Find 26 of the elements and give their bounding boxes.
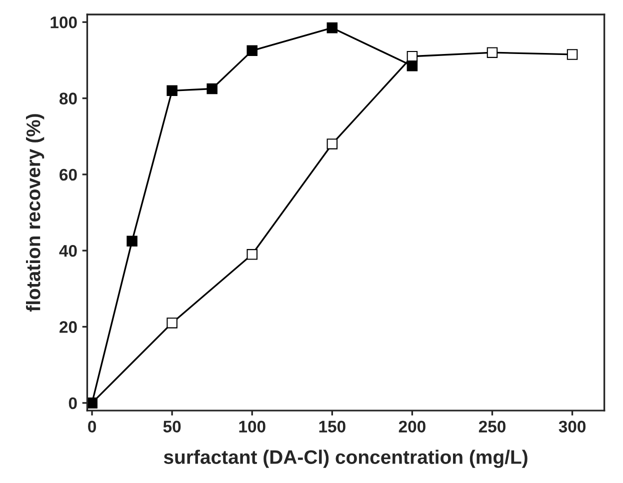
point: [126, 236, 138, 246]
x-tick-label: 200: [398, 420, 426, 433]
x-axis-title: surfactant (DA-Cl) concentration (mg/L): [164, 450, 528, 468]
point: [246, 45, 258, 56]
point: [246, 249, 258, 260]
point: [566, 49, 578, 60]
point: [166, 85, 178, 96]
point: [206, 83, 218, 94]
y-tick-label: 0: [68, 397, 77, 410]
x-tick-label: 100: [239, 420, 266, 433]
y-tick-label: 20: [60, 321, 77, 333]
point: [406, 60, 418, 72]
x-tick-label: 150: [319, 420, 346, 433]
x-tick-label: 0: [88, 420, 96, 433]
point: [486, 47, 498, 58]
point: [166, 318, 178, 328]
x-tick-label: 250: [478, 420, 506, 433]
y-tick-label: 100: [50, 16, 77, 28]
y-tick-label: 80: [59, 92, 77, 104]
y-tick-label: 40: [59, 245, 77, 257]
x-tick-label: 300: [558, 420, 586, 433]
x-tick-label: 50: [163, 420, 181, 433]
point: [326, 138, 338, 150]
y-tick-label: 60: [60, 168, 77, 181]
point: [326, 22, 338, 34]
y-axis-title: flotation recovery (%): [26, 114, 44, 312]
